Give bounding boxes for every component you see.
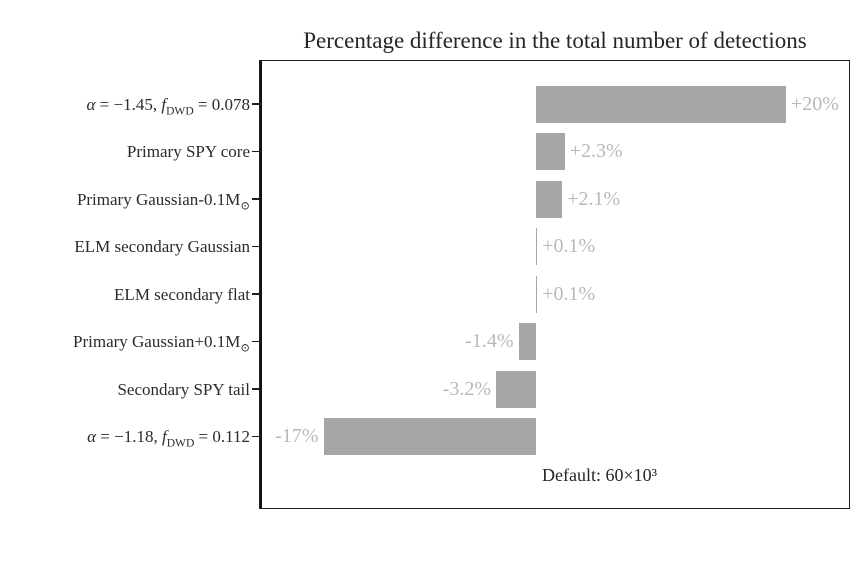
value-label: +2.3% xyxy=(569,140,623,162)
category-label: α = −1.18, fDWD = 0.112 xyxy=(87,427,250,450)
axis-tick xyxy=(252,245,259,248)
category-label: Primary Gaussian+0.1M⊙ xyxy=(73,332,250,355)
axis-tick xyxy=(252,293,259,295)
axis-tick xyxy=(252,103,259,105)
category-label: α = −1.45, fDWD = 0.078 xyxy=(86,94,250,117)
axis-tick xyxy=(252,198,259,200)
bar xyxy=(518,323,536,360)
bar xyxy=(536,228,538,265)
bar xyxy=(536,85,786,123)
value-label: +20% xyxy=(791,92,839,115)
category-label: Secondary SPY tail xyxy=(117,379,250,399)
bar xyxy=(323,418,536,455)
axis-tick xyxy=(252,150,259,153)
bar xyxy=(536,275,538,313)
bar xyxy=(536,180,563,218)
value-label: -1.4% xyxy=(465,330,514,352)
bar xyxy=(496,370,536,408)
zero-line xyxy=(260,61,262,508)
axis-tick xyxy=(252,340,259,343)
default-annotation: Default: 60×10³ xyxy=(542,465,658,485)
value-label: +2.1% xyxy=(567,187,621,210)
bar xyxy=(536,133,565,170)
value-label: -3.2% xyxy=(442,377,491,400)
chart-title: Percentage difference in the total numbe… xyxy=(303,28,807,53)
axis-tick xyxy=(252,435,259,438)
category-label: ELM secondary flat xyxy=(114,284,250,304)
value-label: +0.1% xyxy=(542,235,596,257)
axis-tick xyxy=(252,388,259,390)
category-label: Primary Gaussian-0.1M⊙ xyxy=(76,189,250,212)
plot-area: Default: 60×10³ α = −1.45, fDWD = 0.078 … xyxy=(73,60,850,509)
value-label: -17% xyxy=(275,425,319,447)
value-label: +0.1% xyxy=(542,282,596,305)
category-label: ELM secondary Gaussian xyxy=(74,237,250,256)
category-label: Primary SPY core xyxy=(126,142,250,161)
